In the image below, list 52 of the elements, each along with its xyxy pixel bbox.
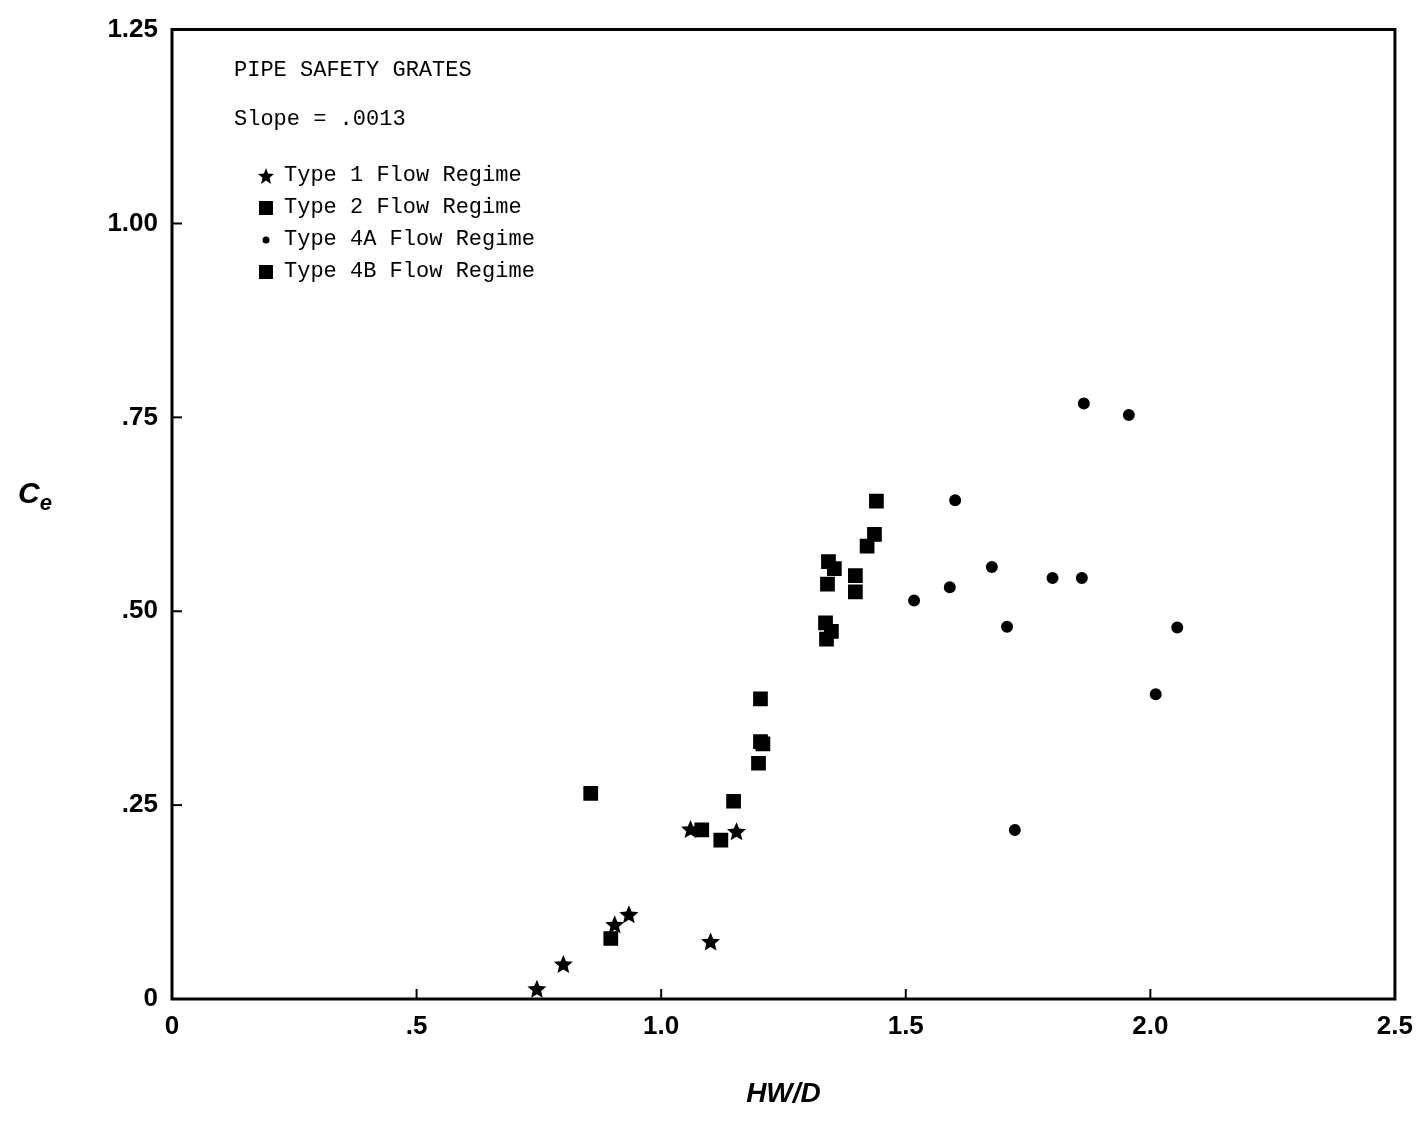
point: [583, 786, 599, 801]
point: [1122, 409, 1135, 422]
y-tick-label: .25: [121, 788, 158, 819]
point: [943, 581, 956, 594]
point: [726, 822, 747, 841]
point: [1077, 397, 1090, 410]
point: [713, 832, 729, 848]
point: [605, 915, 625, 934]
legend-label: Type 4A Flow Regime: [284, 226, 535, 254]
legend-label: Type 2 Flow Regime: [284, 194, 522, 222]
point: [848, 568, 863, 583]
annotation: Slope = .0013: [234, 107, 406, 133]
point: [1046, 571, 1059, 584]
point: [1171, 621, 1184, 634]
x-tick-label: 1.5: [887, 1009, 924, 1040]
point: [553, 954, 573, 973]
point: [820, 576, 835, 592]
point: [869, 493, 884, 509]
point: [1008, 823, 1021, 836]
point: [859, 538, 875, 554]
point: [527, 979, 547, 998]
x-tick-label: 1.0: [643, 1009, 680, 1040]
point: [726, 793, 741, 809]
x-tick-label: .5: [405, 1009, 428, 1040]
legend-label: Type 1 Flow Regime: [284, 162, 522, 190]
point: [619, 905, 639, 924]
annotation: PIPE SAFETY GRATES: [234, 58, 472, 84]
y-tick-label: 0: [143, 982, 158, 1013]
point: [753, 691, 768, 707]
y-tick-label: 1.00: [107, 206, 158, 237]
point: [1075, 571, 1088, 584]
point: [1001, 620, 1014, 633]
y-tick-label: .75: [121, 400, 158, 431]
point: [985, 561, 998, 574]
point: [848, 584, 863, 600]
point: [1149, 688, 1162, 701]
point: [826, 561, 842, 576]
point: [819, 631, 834, 647]
point: [603, 931, 619, 946]
point: [751, 755, 766, 771]
x-tick-label: 2.0: [1132, 1009, 1169, 1040]
x-tick-label: 2.5: [1376, 1009, 1414, 1040]
y-tick-label: 1.25: [107, 12, 158, 43]
legend-label: Type 4B Flow Regime: [284, 258, 535, 286]
point: [701, 932, 721, 951]
point: [818, 615, 833, 631]
point: [908, 594, 921, 607]
x-axis-title: HW/D: [746, 1076, 821, 1108]
y-tick-label: .50: [121, 594, 158, 625]
point: [949, 494, 962, 507]
x-tick-label: 0: [164, 1009, 180, 1040]
point: [867, 527, 882, 542]
